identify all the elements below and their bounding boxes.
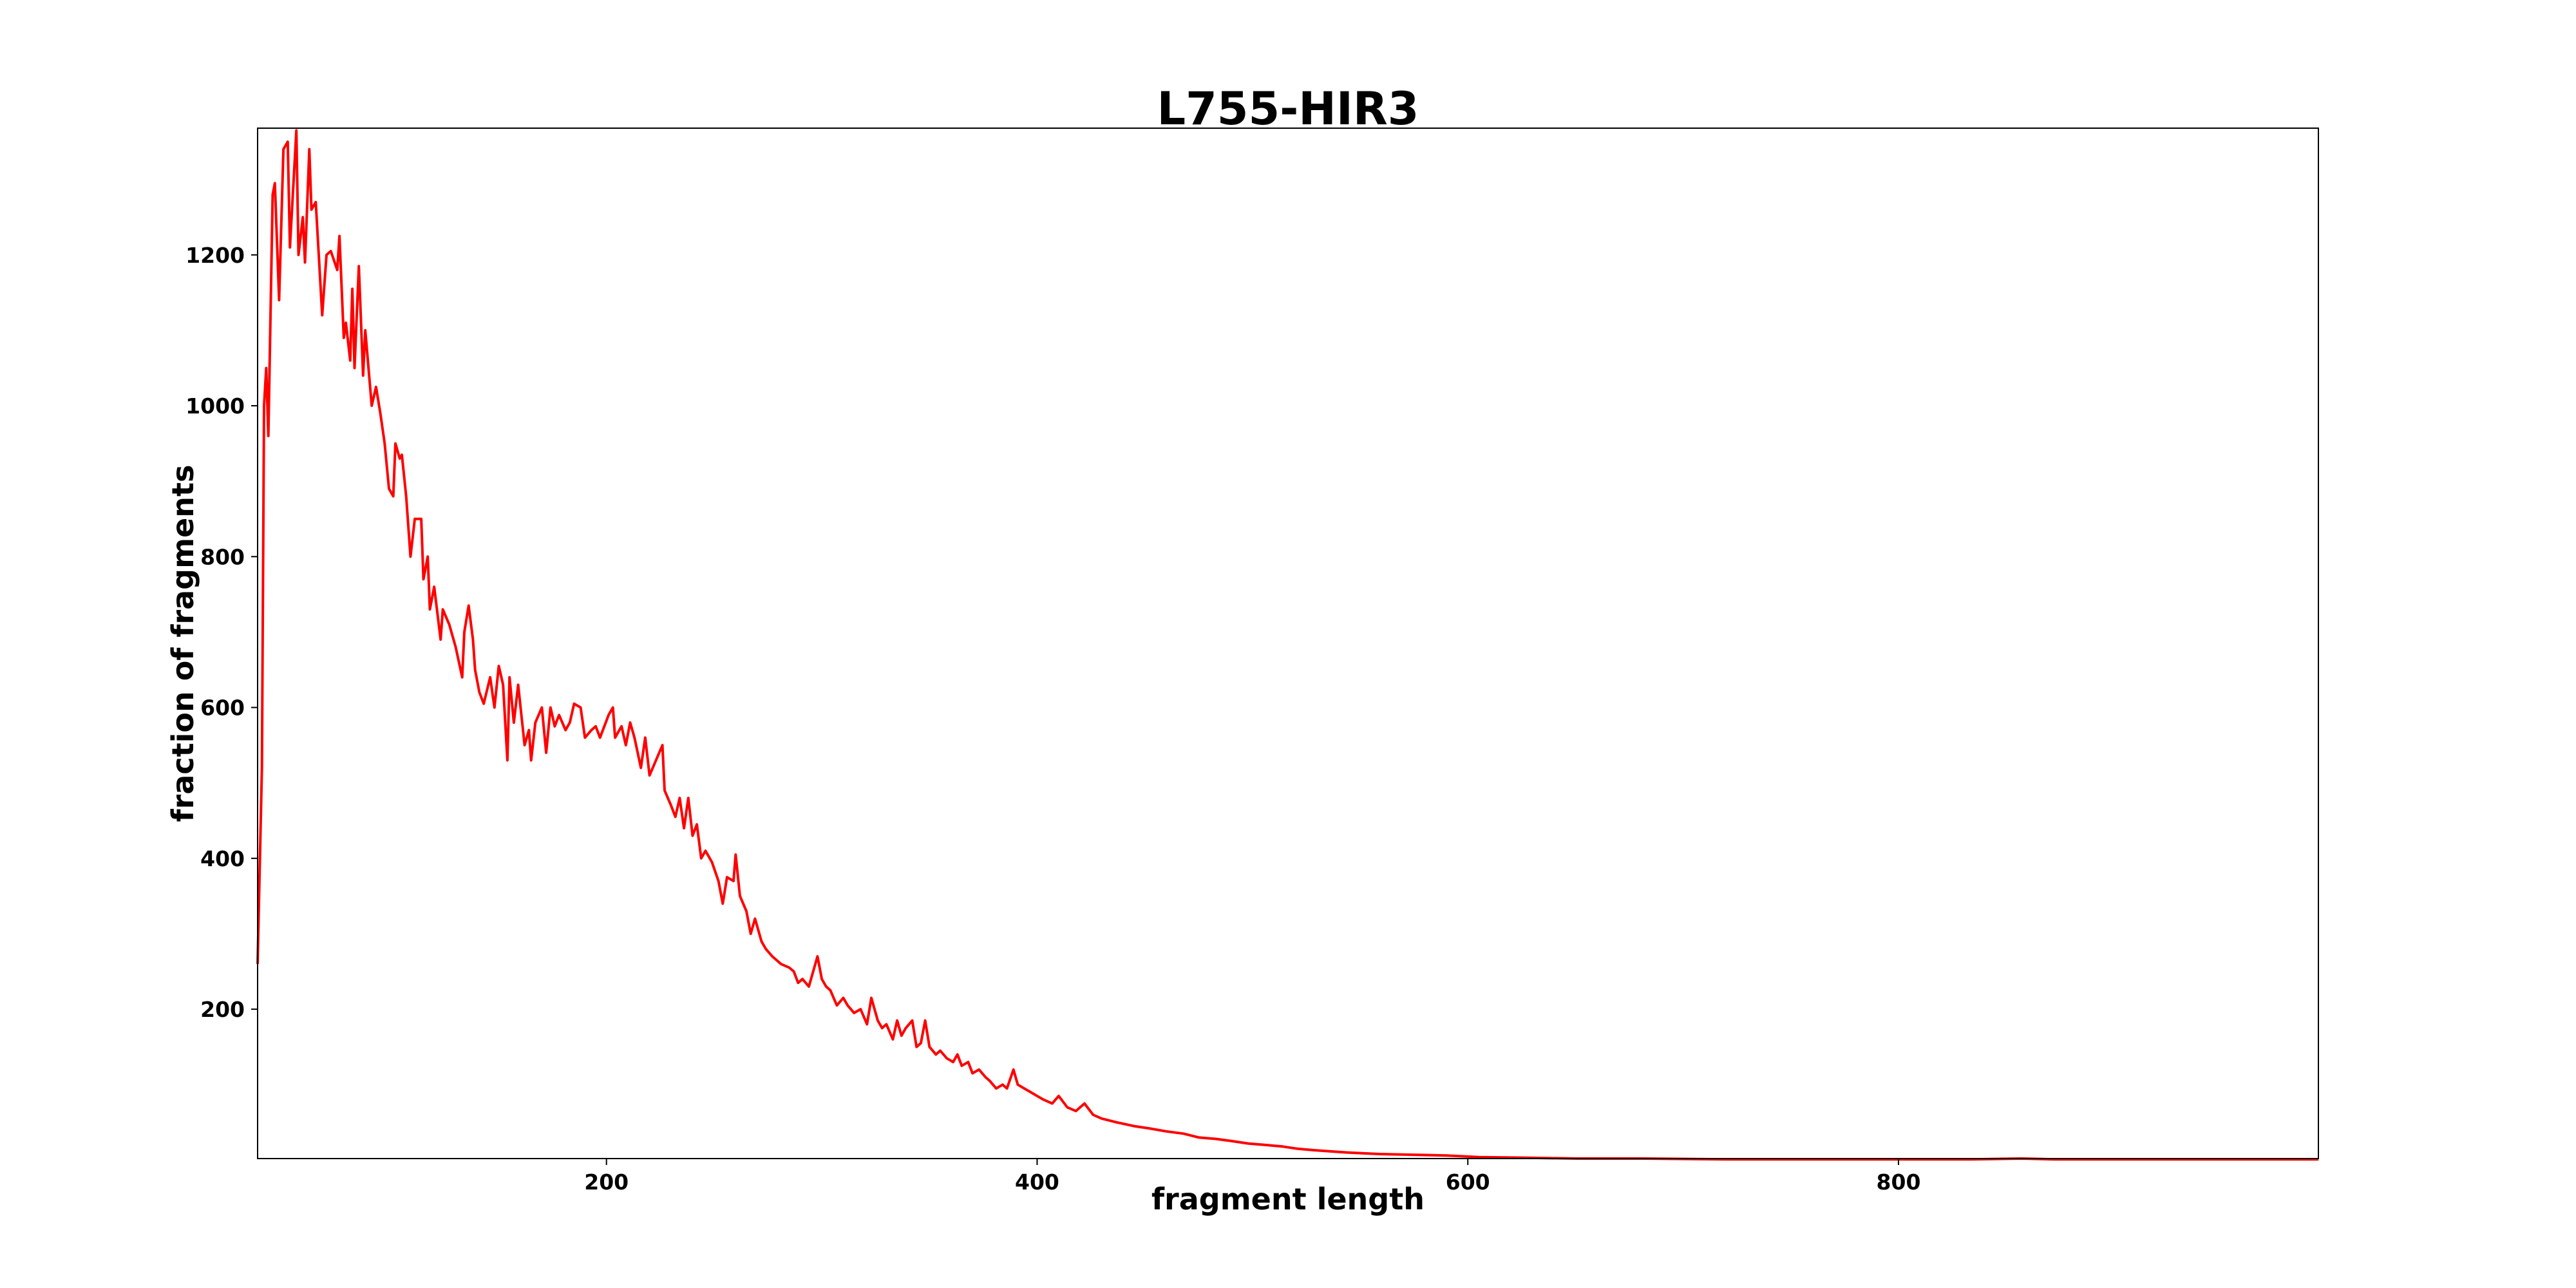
y-tick-label: 400 bbox=[200, 846, 245, 871]
x-tick-label: 200 bbox=[584, 1170, 629, 1195]
x-tick-label: 400 bbox=[1015, 1170, 1059, 1195]
x-tick-label: 800 bbox=[1877, 1170, 1921, 1195]
y-axis-label: fraction of fragments bbox=[166, 465, 200, 822]
x-tick-label: 600 bbox=[1446, 1170, 1490, 1195]
plot-area bbox=[256, 129, 2318, 1161]
x-axis-label: fragment length bbox=[1151, 1182, 1425, 1217]
series-line-0 bbox=[256, 129, 2318, 1161]
y-axis-ticks: 200 400 600 800 1000 1200 bbox=[185, 243, 258, 1022]
y-tick-label: 1200 bbox=[185, 243, 245, 268]
chart-title: L755-HIR3 bbox=[1157, 82, 1419, 135]
y-tick-label: 200 bbox=[200, 997, 245, 1022]
y-tick-label: 600 bbox=[200, 696, 245, 721]
axes-frame bbox=[257, 128, 2319, 1159]
y-tick-label: 1000 bbox=[185, 393, 245, 419]
y-tick-label: 800 bbox=[200, 544, 245, 569]
x-axis-ticks: 200 400 600 800 bbox=[584, 1159, 1920, 1195]
